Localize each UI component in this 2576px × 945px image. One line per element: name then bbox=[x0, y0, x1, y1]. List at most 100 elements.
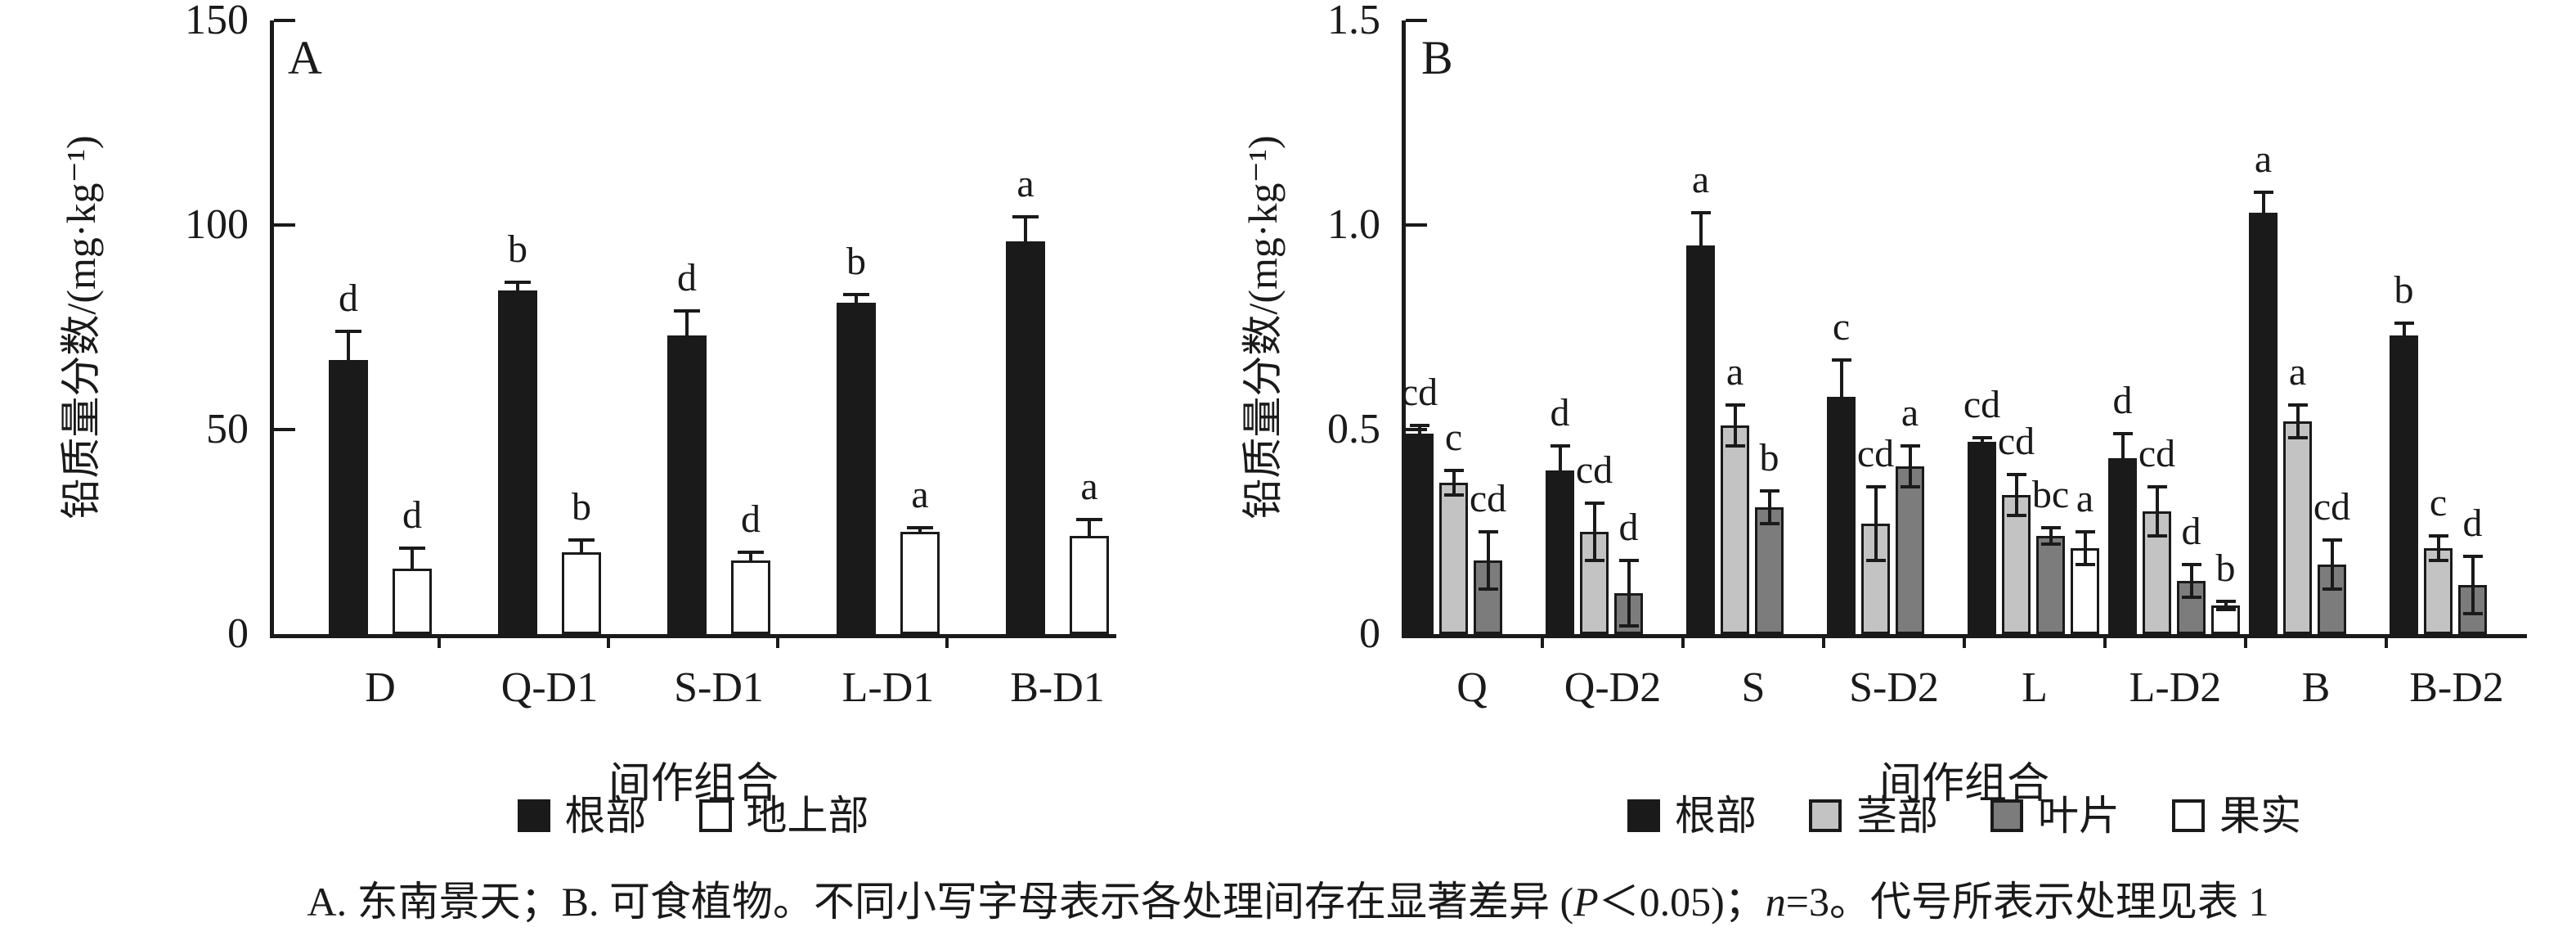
error-bar-line bbox=[2402, 323, 2406, 348]
error-bar-cap-top bbox=[568, 538, 595, 542]
error-bar-cap-top bbox=[2181, 563, 2201, 566]
y-tick bbox=[274, 19, 295, 22]
error-bar-cap-top bbox=[1012, 215, 1039, 218]
x-tick bbox=[945, 638, 949, 648]
sig-letter: b bbox=[846, 240, 866, 283]
error-bar-cap-bottom bbox=[1972, 444, 1992, 448]
sig-letter: a bbox=[1691, 158, 1710, 201]
sig-letter: d bbox=[677, 256, 697, 299]
error-bar-line bbox=[2155, 487, 2159, 536]
error-bar-cap-bottom bbox=[2181, 596, 2201, 599]
sig-letter: bc bbox=[2031, 473, 2070, 516]
y-tick bbox=[1406, 223, 1427, 227]
error-bar-line bbox=[1767, 491, 1771, 524]
sig-letter: cd bbox=[1575, 448, 1613, 492]
sig-letter: cd bbox=[1469, 477, 1507, 520]
error-bar-cap-top bbox=[1076, 518, 1102, 521]
legend-swatch-root bbox=[1627, 799, 1660, 832]
bar-L-D2-stem bbox=[2143, 511, 2171, 634]
bar-B-D1-shoot bbox=[1070, 536, 1109, 634]
error-bar-cap-top bbox=[2462, 555, 2483, 558]
x-axis-line bbox=[1402, 634, 2527, 638]
error-bar-cap-top bbox=[2253, 191, 2273, 194]
error-bar-cap-bottom bbox=[2394, 346, 2414, 349]
panel-letter-b: B bbox=[1421, 31, 1453, 84]
bar-B-D1-root bbox=[1006, 241, 1045, 634]
y-axis-line bbox=[1402, 20, 1406, 634]
legend-swatch-shoot bbox=[698, 799, 732, 832]
legend-swatch-stem bbox=[1809, 799, 1842, 832]
sig-letter: cd bbox=[2138, 432, 2176, 475]
y-tick-label: 150 bbox=[185, 0, 249, 43]
error-bar-line bbox=[1452, 470, 1456, 495]
error-bar-line bbox=[2224, 601, 2228, 610]
error-bar-cap-bottom bbox=[2462, 612, 2483, 615]
error-bar-line bbox=[2471, 556, 2475, 614]
error-bar-cap-top bbox=[399, 547, 425, 550]
legend-swatch-root bbox=[517, 799, 550, 832]
error-bar-cap-top bbox=[1759, 489, 1779, 493]
y-tick-label: 1.5 bbox=[1327, 0, 1380, 43]
bar-Q-D2-stem bbox=[1580, 532, 1609, 634]
error-bar-cap-top bbox=[1443, 469, 1464, 472]
y-tick-label: 1.0 bbox=[1327, 201, 1380, 248]
error-bar-cap-top bbox=[2215, 600, 2236, 603]
y-tick bbox=[274, 428, 295, 431]
legend-label-root: 根部 bbox=[1675, 793, 1757, 839]
error-bar-cap-bottom bbox=[1831, 432, 1851, 435]
x-category-label: L bbox=[2022, 664, 2048, 711]
legend-item-root: 根部 bbox=[517, 795, 647, 836]
x-category-label: D bbox=[365, 664, 396, 711]
error-bar-line bbox=[1627, 560, 1631, 626]
sig-letter: b bbox=[508, 227, 527, 271]
legend-item-shoot: 地上部 bbox=[698, 793, 869, 839]
error-bar-line bbox=[2083, 532, 2087, 565]
bar-D-shoot bbox=[393, 569, 432, 634]
error-bar-cap-bottom bbox=[1443, 493, 1464, 497]
error-bar-cap-bottom bbox=[1865, 559, 1886, 562]
error-bar-cap-bottom bbox=[1550, 493, 1570, 497]
error-bar-cap-top bbox=[1690, 211, 1711, 214]
legend-swatch-fruit bbox=[2172, 799, 2205, 832]
y-tick-label: 0.5 bbox=[1327, 406, 1380, 452]
error-bar-line bbox=[411, 548, 414, 570]
error-bar-line bbox=[516, 282, 519, 292]
legend-a: 根部 地上部 bbox=[270, 795, 1116, 836]
error-bar-cap-bottom bbox=[1725, 444, 1745, 448]
sig-letter: b bbox=[1759, 436, 1779, 479]
sig-letter: a bbox=[1726, 350, 1744, 394]
error-bar-cap-bottom bbox=[1900, 485, 1920, 488]
y-tick bbox=[1406, 428, 1427, 431]
x-axis-title-a: 间作组合 bbox=[608, 761, 779, 808]
sig-letter: c bbox=[1832, 305, 1851, 349]
legend-label-shoot: 地上部 bbox=[746, 793, 869, 839]
x-category-label: S-D1 bbox=[674, 664, 764, 711]
error-bar-cap-top bbox=[2394, 322, 2414, 325]
x-category-label: L-D1 bbox=[841, 664, 935, 711]
error-bar-line bbox=[2014, 475, 2018, 515]
bar-S-D2-leaf bbox=[1896, 466, 1924, 634]
bar-L-stem bbox=[2002, 495, 2031, 634]
error-bar-cap-top bbox=[1550, 444, 1570, 448]
error-bar-cap-top bbox=[505, 281, 531, 284]
error-bar-cap-top bbox=[2112, 432, 2133, 435]
y-axis-label-b: 铅质量分数/(mg·kg⁻¹) bbox=[1240, 135, 1286, 520]
error-bar-cap-bottom bbox=[2215, 608, 2236, 611]
x-category-label: Q bbox=[1456, 664, 1488, 711]
bar-S-root bbox=[1686, 245, 1715, 634]
legend-label-leaf: 叶片 bbox=[2038, 793, 2120, 839]
legend-item-leaf: 叶片 bbox=[1990, 795, 2120, 836]
error-bar-line bbox=[1874, 487, 1878, 560]
x-category-label: S bbox=[1741, 664, 1766, 711]
caption-text: A. 东南景天；B. 可食植物。不同小写字母表示各处理间存在显著差异 ( bbox=[307, 879, 1574, 925]
error-bar-cap-top bbox=[2075, 530, 2095, 533]
error-bar-cap-top bbox=[907, 526, 933, 529]
error-bar-line bbox=[2436, 536, 2440, 560]
x-tick bbox=[1681, 638, 1685, 648]
sig-letter: cd bbox=[2313, 485, 2351, 529]
figure-caption: A. 东南景天；B. 可食植物。不同小写字母表示各处理间存在显著差异 (P＜0.… bbox=[0, 877, 2576, 926]
legend-swatch-leaf bbox=[1990, 799, 2023, 832]
sig-letter: a bbox=[2254, 137, 2273, 181]
bar-Q-D1-root bbox=[498, 290, 537, 634]
